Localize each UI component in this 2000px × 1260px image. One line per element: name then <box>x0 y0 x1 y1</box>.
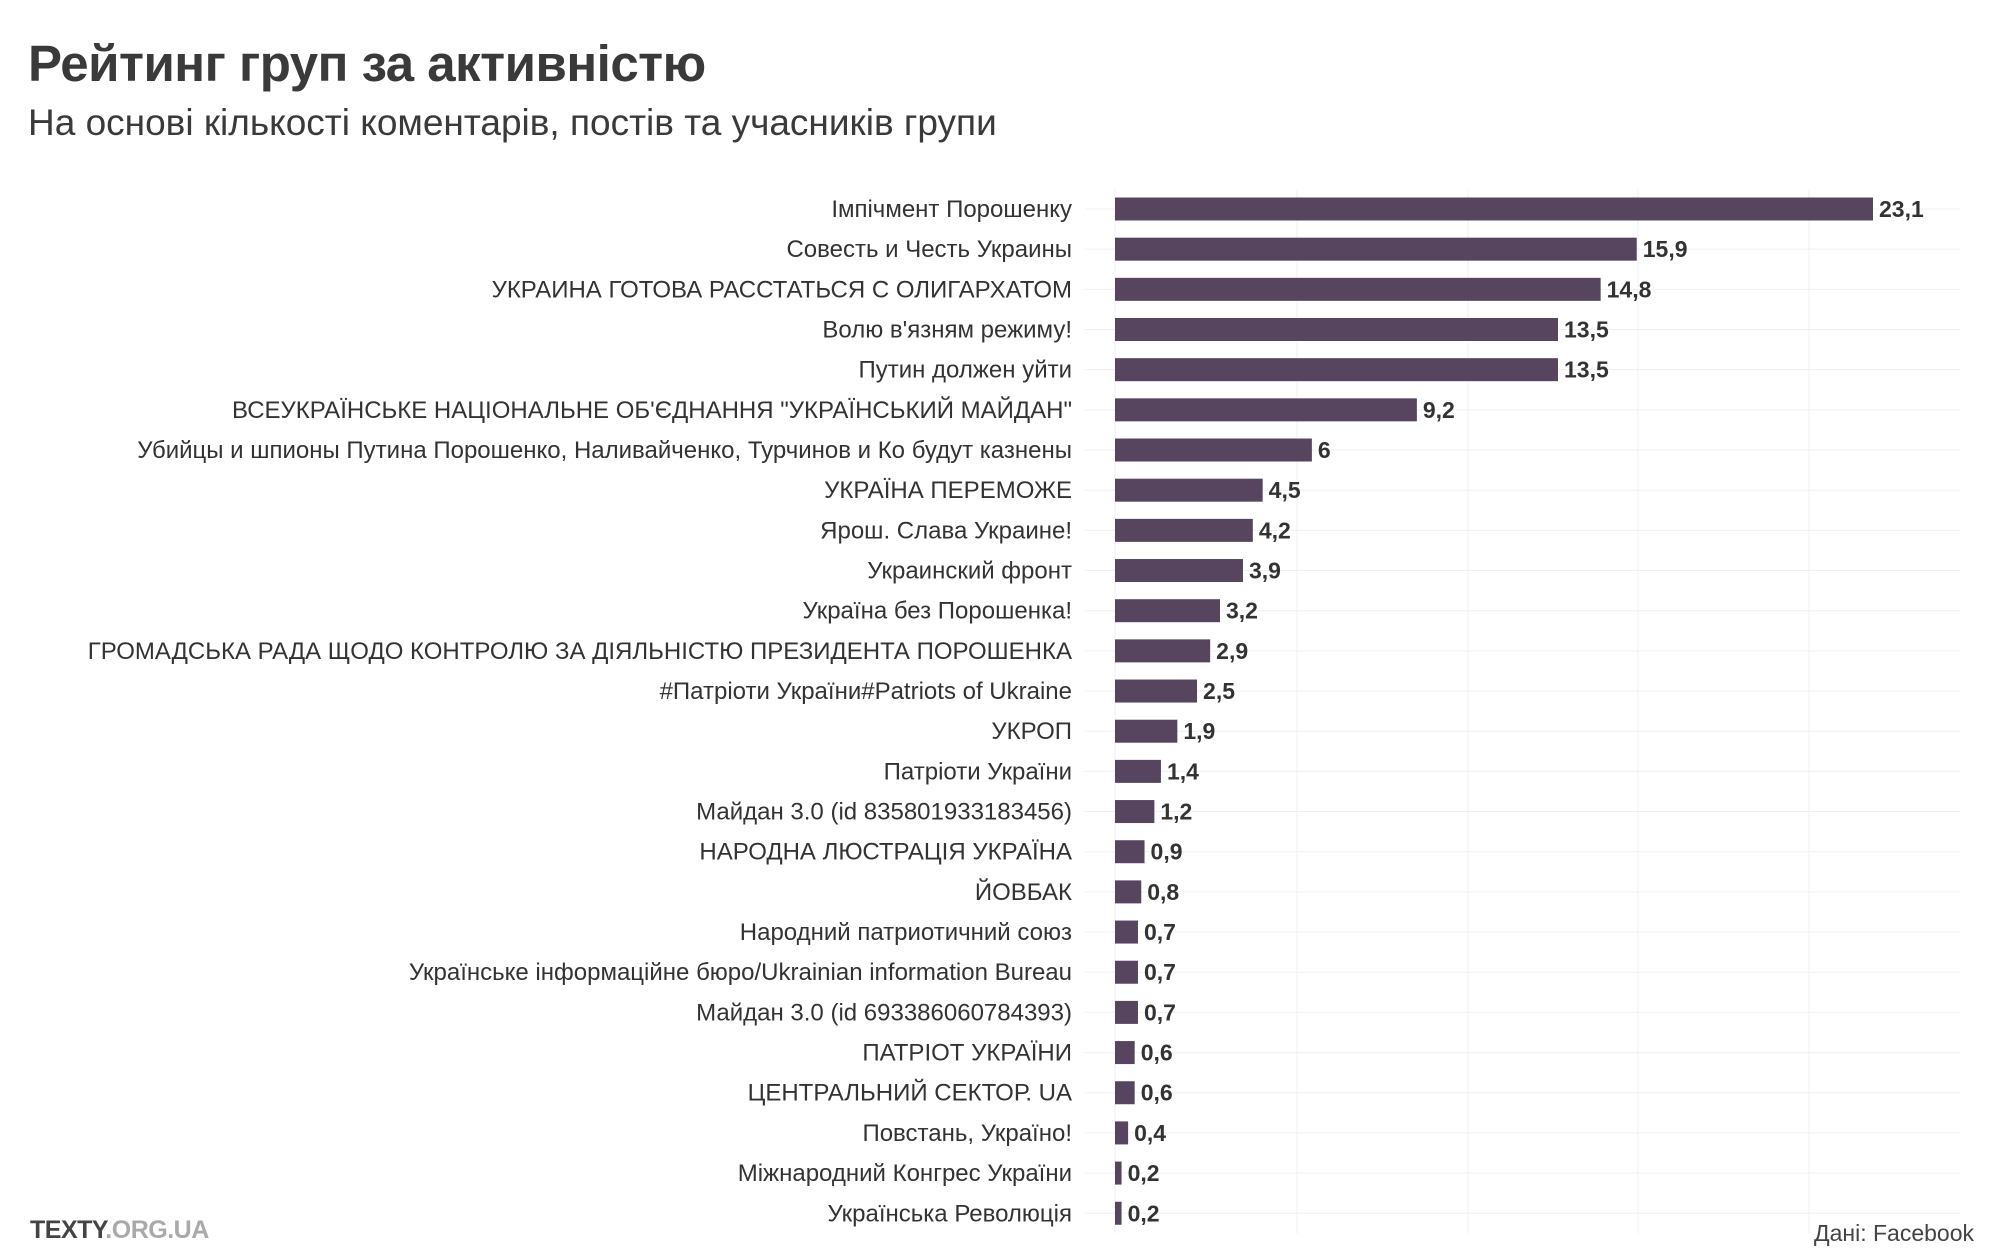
value-label: 0,7 <box>1144 999 1176 1025</box>
value-label: 0,6 <box>1141 1080 1173 1106</box>
value-label: 2,9 <box>1216 638 1248 664</box>
value-label: 14,8 <box>1607 276 1652 302</box>
category-label: ЦЕНТРАЛЬНИЙ СЕКТОР. UA <box>748 1079 1072 1107</box>
category-label: ВСЕУКРАЇНСЬКЕ НАЦІОНАЛЬНЕ ОБ'ЄДНАННЯ "УК… <box>232 396 1072 424</box>
category-label: УКРАЇНА ПЕРЕМОЖЕ <box>824 477 1072 504</box>
value-label: 0,9 <box>1151 839 1183 865</box>
category-label: Путин должен уйти <box>858 357 1072 384</box>
category-label: УКРОП <box>991 718 1072 745</box>
category-label: Майдан 3.0 (id 835801933183456) <box>696 799 1072 826</box>
logo-main: TEXTY <box>30 1216 106 1244</box>
bar <box>1115 800 1155 824</box>
bar <box>1115 880 1142 904</box>
value-label: 9,2 <box>1423 397 1455 423</box>
category-label: Совесть и Честь Украины <box>786 236 1072 263</box>
category-label: Міжнародний Конгрес України <box>738 1160 1072 1187</box>
category-label: Народний патриотичний союз <box>740 919 1072 946</box>
value-label: 0,7 <box>1144 919 1176 945</box>
category-label: Волю в'язням режиму! <box>822 317 1072 344</box>
category-label: ЙОВБАК <box>975 878 1072 906</box>
value-label: 4,5 <box>1269 477 1301 503</box>
bar <box>1115 679 1198 703</box>
value-label: 6 <box>1318 437 1331 463</box>
bar <box>1115 599 1221 623</box>
category-label: Повстань, Україно! <box>862 1120 1072 1147</box>
category-label: ГРОМАДСЬКА РАДА ЩОДО КОНТРОЛЮ ЗА ДІЯЛЬНІ… <box>88 638 1072 665</box>
bar <box>1115 318 1558 342</box>
category-label: Українська Революція <box>827 1200 1072 1227</box>
value-label: 4,2 <box>1259 517 1291 543</box>
category-label: #Патріоти України#Patriots of Ukraine <box>660 678 1072 705</box>
bar <box>1115 1201 1122 1225</box>
bar <box>1115 840 1145 864</box>
value-label: 1,4 <box>1167 758 1199 784</box>
bar <box>1115 518 1253 542</box>
value-label: 23,1 <box>1879 196 1924 222</box>
category-label: Імпічмент Порошенку <box>831 196 1072 223</box>
bar <box>1115 1000 1138 1024</box>
value-label: 13,5 <box>1564 357 1609 383</box>
gridlines <box>1085 189 1960 1234</box>
chart-subtitle: На основі кількості коментарів, постів т… <box>28 102 997 143</box>
bar <box>1115 559 1243 583</box>
value-label: 0,2 <box>1128 1200 1160 1226</box>
bar <box>1115 1161 1122 1185</box>
category-label: Українське інформаційне бюро/Ukrainian i… <box>409 959 1072 986</box>
category-label: Ярош. Слава Украине! <box>820 517 1072 544</box>
bar <box>1115 277 1601 301</box>
logo-domain: .ORG.UA <box>105 1216 209 1244</box>
category-label: ПАТРІОТ УКРАЇНИ <box>862 1040 1072 1067</box>
value-label: 0,6 <box>1141 1040 1173 1066</box>
category-label: УКРАИНА ГОТОВА РАССТАТЬСЯ С ОЛИГАРХАТОМ <box>492 276 1072 303</box>
bar <box>1115 719 1178 743</box>
value-label: 1,9 <box>1183 718 1215 744</box>
bar <box>1115 1081 1135 1105</box>
bar <box>1115 920 1138 944</box>
bar <box>1115 960 1138 984</box>
category-label: НАРОДНА ЛЮСТРАЦІЯ УКРАЇНА <box>699 839 1072 866</box>
data-source: Дані: Facebook <box>1814 1220 1974 1246</box>
category-label: Убийцы и шпионы Путина Порошенко, Налива… <box>137 437 1072 464</box>
value-label: 15,9 <box>1643 236 1688 262</box>
value-label: 1,2 <box>1160 799 1192 825</box>
bar <box>1115 1041 1135 1065</box>
category-label: Украинский фронт <box>867 558 1072 585</box>
texty-logo: TEXTY.ORG.UA <box>30 1216 209 1245</box>
bar <box>1115 398 1417 422</box>
value-label: 0,4 <box>1134 1120 1166 1146</box>
chart-title: Рейтинг груп за активністю <box>28 35 706 92</box>
value-label: 0,8 <box>1147 879 1179 905</box>
bar <box>1115 639 1211 663</box>
category-label: Патріоти України <box>884 758 1072 785</box>
bar <box>1115 759 1161 783</box>
bar <box>1115 478 1263 502</box>
category-label: Україна без Порошенка! <box>803 598 1072 625</box>
value-label: 13,5 <box>1564 317 1609 343</box>
value-label: 2,5 <box>1203 678 1235 704</box>
bars: Імпічмент Порошенку 23,1 Совесть и Честь У… <box>88 196 1924 1227</box>
bar <box>1115 237 1637 261</box>
value-label: 3,2 <box>1226 598 1258 624</box>
bar <box>1115 358 1558 382</box>
value-label: 3,9 <box>1249 558 1281 584</box>
bar <box>1115 438 1312 462</box>
value-label: 0,2 <box>1128 1160 1160 1186</box>
value-label: 0,7 <box>1144 959 1176 985</box>
category-label: Майдан 3.0 (id 693386060784393) <box>696 999 1072 1026</box>
bar <box>1115 1121 1129 1145</box>
bar <box>1115 197 1873 221</box>
